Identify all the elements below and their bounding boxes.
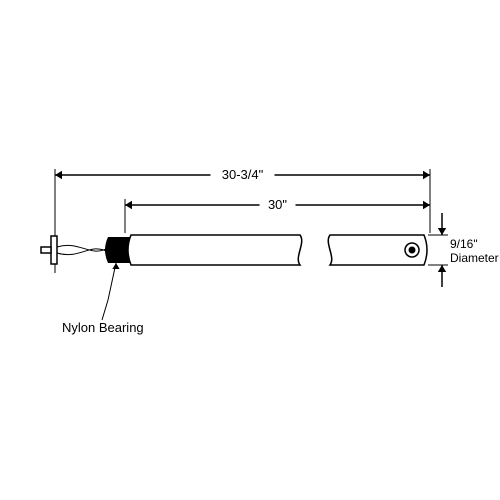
arrowhead xyxy=(125,201,132,209)
diam-value: 9/16" xyxy=(450,237,478,251)
arrowhead xyxy=(438,228,446,235)
arrowhead xyxy=(423,171,430,179)
spiral-bot xyxy=(57,249,108,255)
dim-overall-label: 30-3/4" xyxy=(222,167,264,182)
end-hole-inner xyxy=(409,247,416,254)
arrowhead xyxy=(55,171,62,179)
arrowhead xyxy=(423,201,430,209)
spiral-top xyxy=(57,245,108,251)
bearing-leader xyxy=(102,263,116,320)
dim-tube-label: 30" xyxy=(268,197,287,212)
diam-word: Diameter xyxy=(450,251,499,265)
bearing-label: Nylon Bearing xyxy=(62,320,144,335)
tee-vertical xyxy=(51,236,57,264)
tee-stub xyxy=(41,247,51,253)
arrowhead xyxy=(112,263,119,269)
arrowhead xyxy=(438,265,446,272)
tube-left-segment xyxy=(128,235,302,265)
